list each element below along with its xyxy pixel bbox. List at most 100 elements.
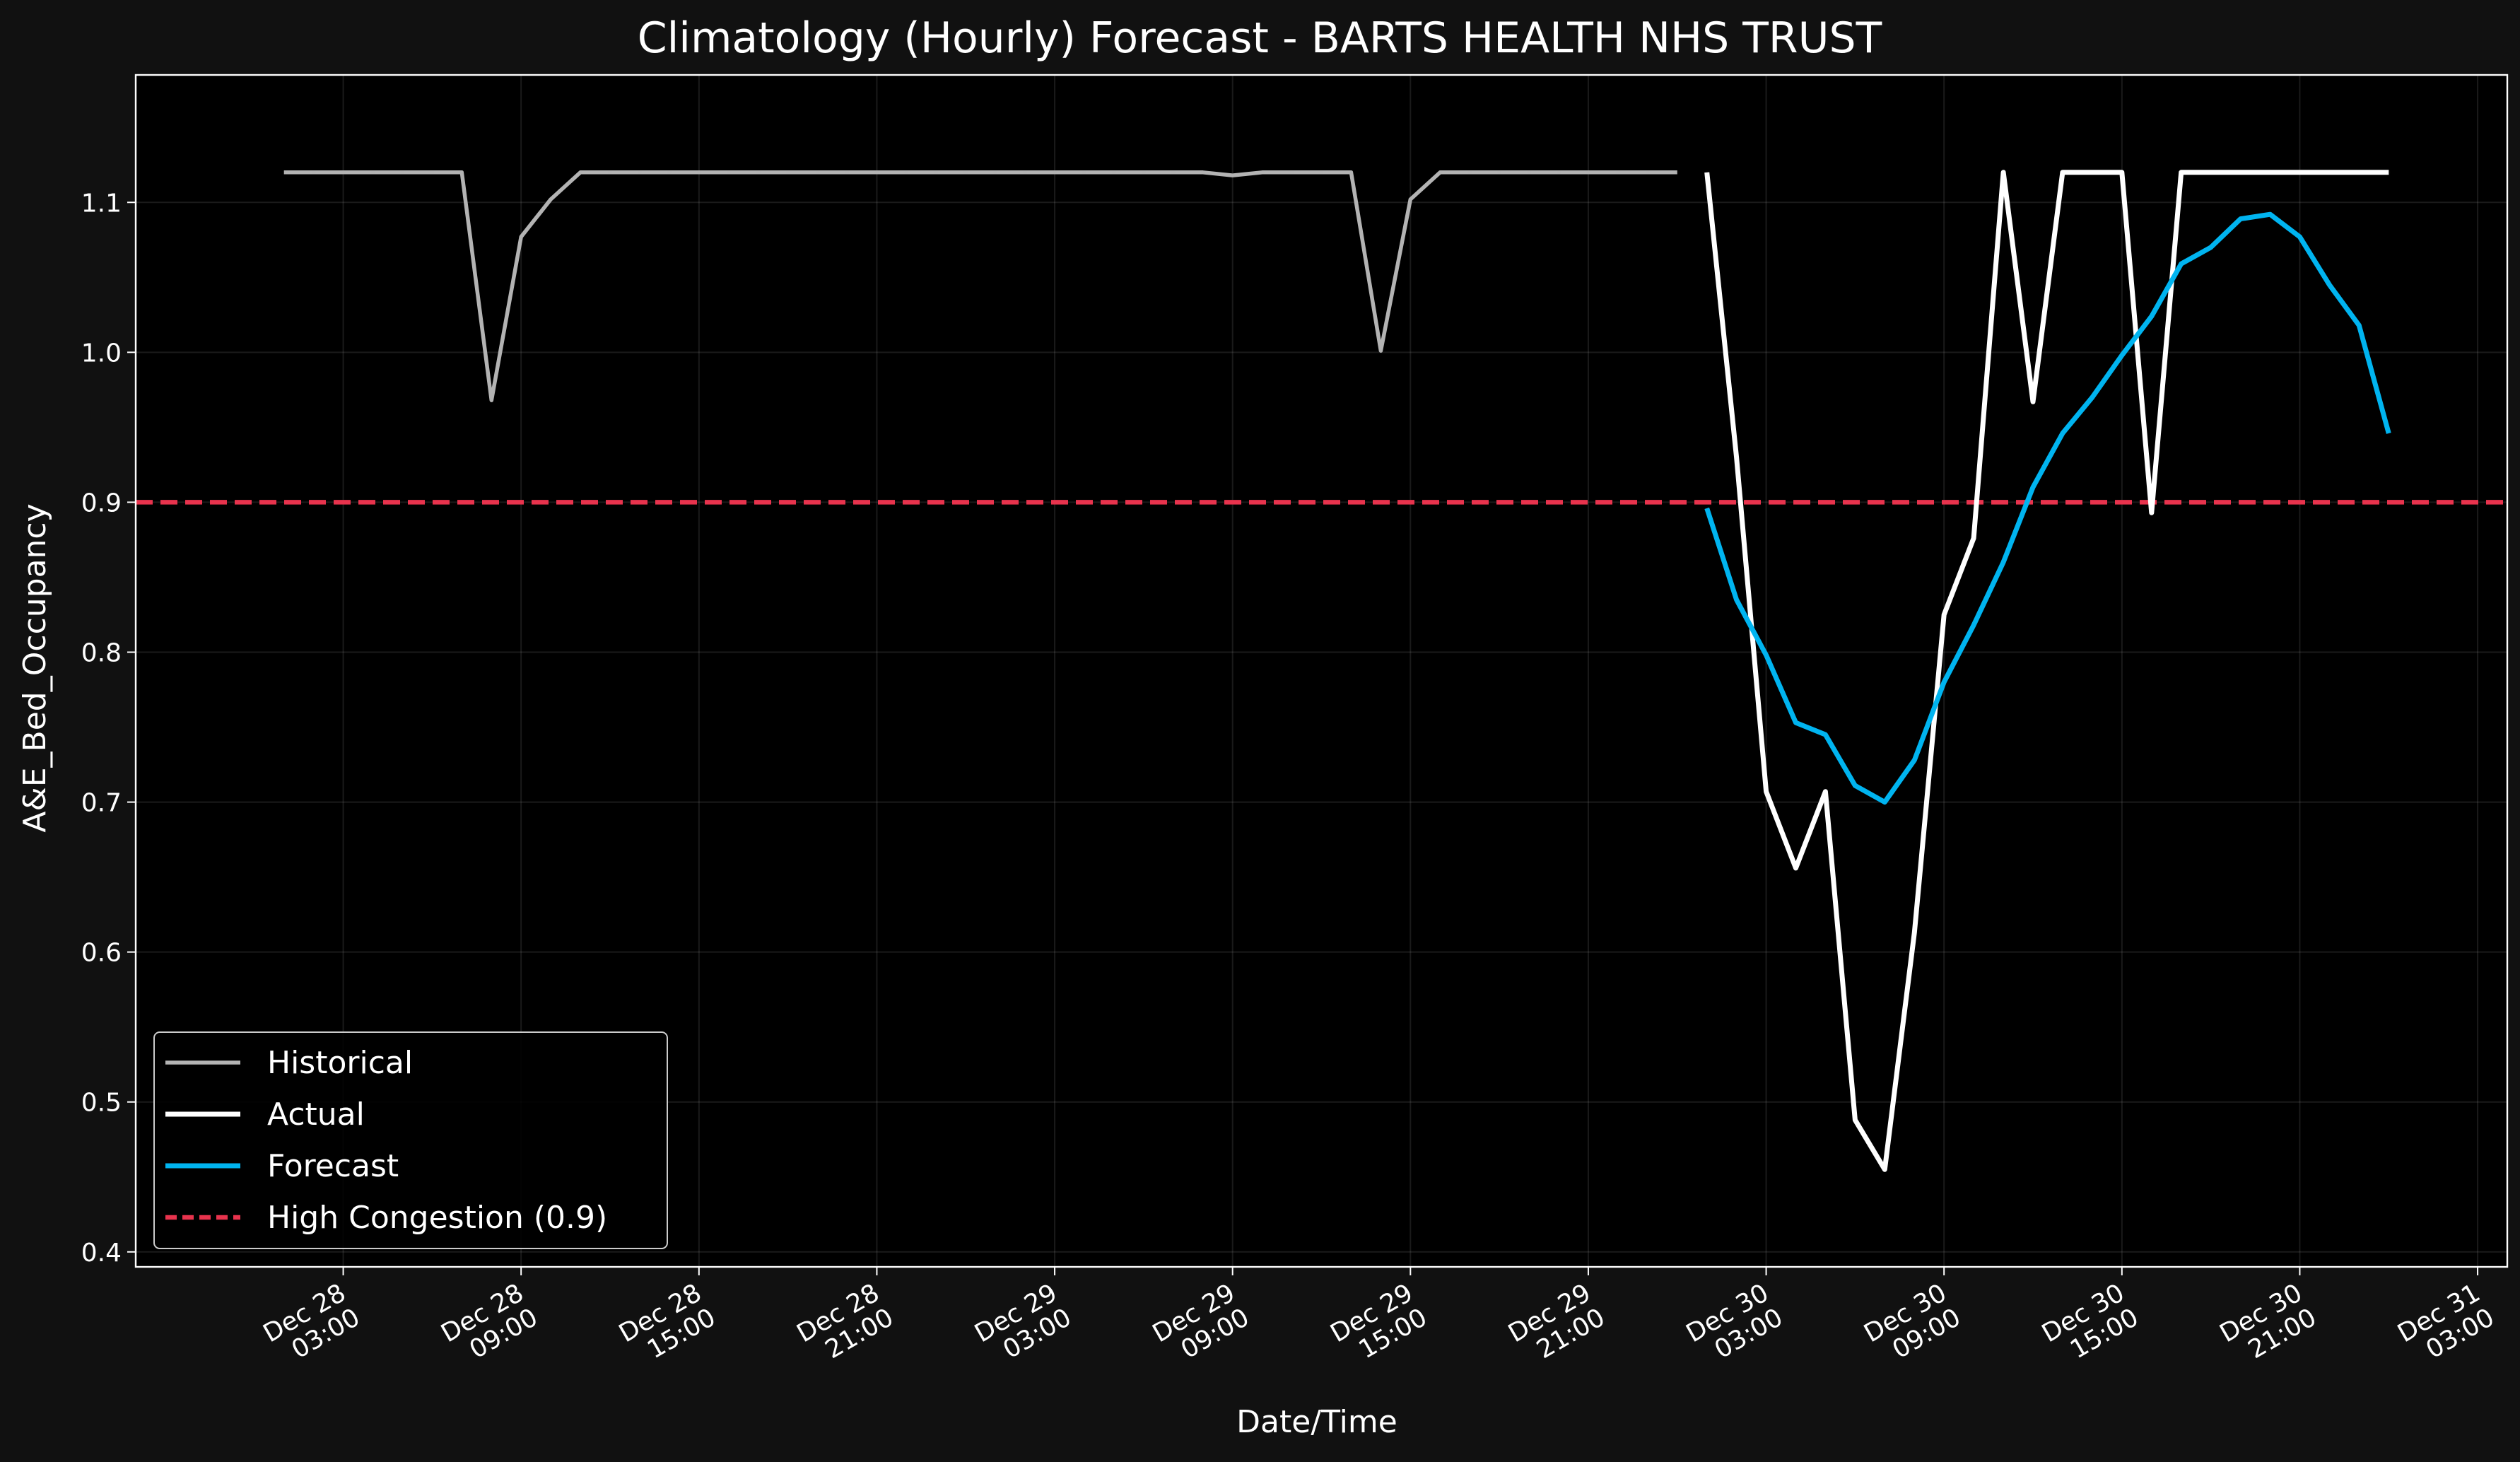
data-point-forecast	[2209, 245, 2213, 250]
plot-frame	[134, 74, 2509, 1268]
data-point-historical	[1616, 170, 1620, 175]
data-point-historical	[1320, 170, 1324, 175]
y-axis: 0.4 0.5 0.6 0.7 0.8 0.9 1.0 1.1	[81, 189, 136, 1268]
data-point-historical	[1082, 170, 1086, 175]
data-point-actual	[2386, 170, 2391, 175]
data-point-forecast	[2327, 283, 2331, 287]
data-point-forecast	[2001, 560, 2005, 564]
y-tick-label: 0.7	[81, 789, 122, 818]
data-point-historical	[282, 170, 286, 175]
data-point-actual	[1794, 866, 1798, 870]
data-point-historical	[963, 170, 968, 175]
data-point-forecast	[2179, 262, 2184, 266]
data-point-historical	[874, 170, 879, 175]
data-point-actual	[1853, 1118, 1857, 1122]
data-point-historical	[667, 170, 672, 175]
data-point-historical	[312, 170, 316, 175]
data-point-forecast	[1912, 758, 1916, 762]
data-point-actual	[1823, 790, 1827, 794]
y-axis-label: A&E_Bed_Occupancy	[17, 503, 53, 832]
data-point-historical	[1467, 170, 1472, 175]
data-point-actual	[1912, 930, 1916, 935]
data-point-historical	[727, 170, 731, 175]
data-point-historical	[638, 170, 642, 175]
data-point-historical	[1378, 349, 1383, 353]
x-axis-label: Date/Time	[1236, 1404, 1397, 1440]
legend-label: Actual	[267, 1096, 365, 1133]
data-point-actual	[2031, 399, 2035, 404]
legend-label: Forecast	[267, 1148, 399, 1184]
data-point-forecast	[2090, 395, 2094, 399]
data-point-historical	[786, 170, 790, 175]
data-point-historical	[1171, 170, 1176, 175]
data-point-actual	[1764, 790, 1769, 794]
data-point-actual	[2239, 170, 2243, 175]
data-point-historical	[578, 170, 582, 175]
data-point-historical	[371, 170, 375, 175]
data-point-actual	[2357, 170, 2361, 175]
y-tick-label: 0.6	[81, 939, 122, 968]
data-point-historical	[904, 170, 908, 175]
data-point-historical	[1112, 170, 1116, 175]
data-point-forecast	[1764, 653, 1769, 657]
data-point-historical	[1349, 170, 1353, 175]
data-point-forecast	[1705, 506, 1709, 510]
legend-label: High Congestion (0.9)	[267, 1200, 607, 1236]
data-point-historical	[1053, 170, 1057, 175]
data-point-historical	[1408, 197, 1412, 201]
y-tick-label: 1.1	[81, 189, 122, 218]
data-point-historical	[489, 398, 493, 402]
data-point-historical	[1142, 170, 1146, 175]
data-point-actual	[1942, 613, 1946, 617]
data-point-forecast	[2150, 314, 2154, 318]
data-point-historical	[459, 170, 464, 175]
data-point-actual	[2327, 170, 2331, 175]
data-point-forecast	[2061, 431, 2065, 435]
data-point-actual	[1735, 455, 1739, 460]
y-tick-label: 0.4	[81, 1239, 122, 1268]
data-point-historical	[1527, 170, 1531, 175]
data-point-historical	[1023, 170, 1027, 175]
data-point-historical	[1438, 170, 1442, 175]
legend: Historical Actual Forecast High Congestion …	[153, 1031, 668, 1249]
data-point-historical	[430, 170, 434, 175]
data-point-forecast	[2386, 431, 2391, 435]
data-point-actual	[1882, 1167, 1887, 1171]
data-point-historical	[608, 170, 612, 175]
data-point-forecast	[2031, 485, 2035, 489]
data-point-forecast	[1794, 720, 1798, 725]
data-point-historical	[845, 170, 850, 175]
data-point-actual	[2001, 170, 2005, 175]
data-point-actual	[1705, 170, 1709, 175]
data-point-historical	[549, 197, 553, 201]
data-point-forecast	[2357, 323, 2361, 327]
grid-lines	[136, 75, 2507, 1267]
chart-title: Climatology (Hourly) Forecast - BARTS HE…	[638, 13, 1882, 63]
data-point-actual	[2090, 170, 2094, 175]
data-point-forecast	[2120, 353, 2124, 358]
y-tick-label: 1.0	[81, 339, 122, 368]
y-tick-label: 0.8	[81, 638, 122, 667]
data-point-actual	[2297, 170, 2302, 175]
data-point-actual	[2209, 170, 2213, 175]
data-point-historical	[697, 170, 701, 175]
data-point-historical	[1231, 173, 1235, 177]
data-point-historical	[993, 170, 997, 175]
data-point-forecast	[2268, 212, 2273, 216]
data-point-historical	[1497, 170, 1501, 175]
data-point-historical	[341, 170, 346, 175]
y-tick-label: 0.9	[81, 489, 122, 517]
data-point-forecast	[1942, 680, 1946, 684]
y-tick-label: 0.5	[81, 1089, 122, 1118]
data-point-forecast	[2239, 217, 2243, 221]
series-line-forecast	[1704, 211, 2391, 805]
legend-label: Historical	[267, 1045, 413, 1081]
data-point-historical	[400, 170, 404, 175]
data-point-forecast	[1882, 800, 1887, 805]
series-line-historical	[283, 170, 1677, 402]
data-point-forecast	[1853, 783, 1857, 788]
data-point-actual	[2268, 170, 2273, 175]
data-point-historical	[816, 170, 820, 175]
